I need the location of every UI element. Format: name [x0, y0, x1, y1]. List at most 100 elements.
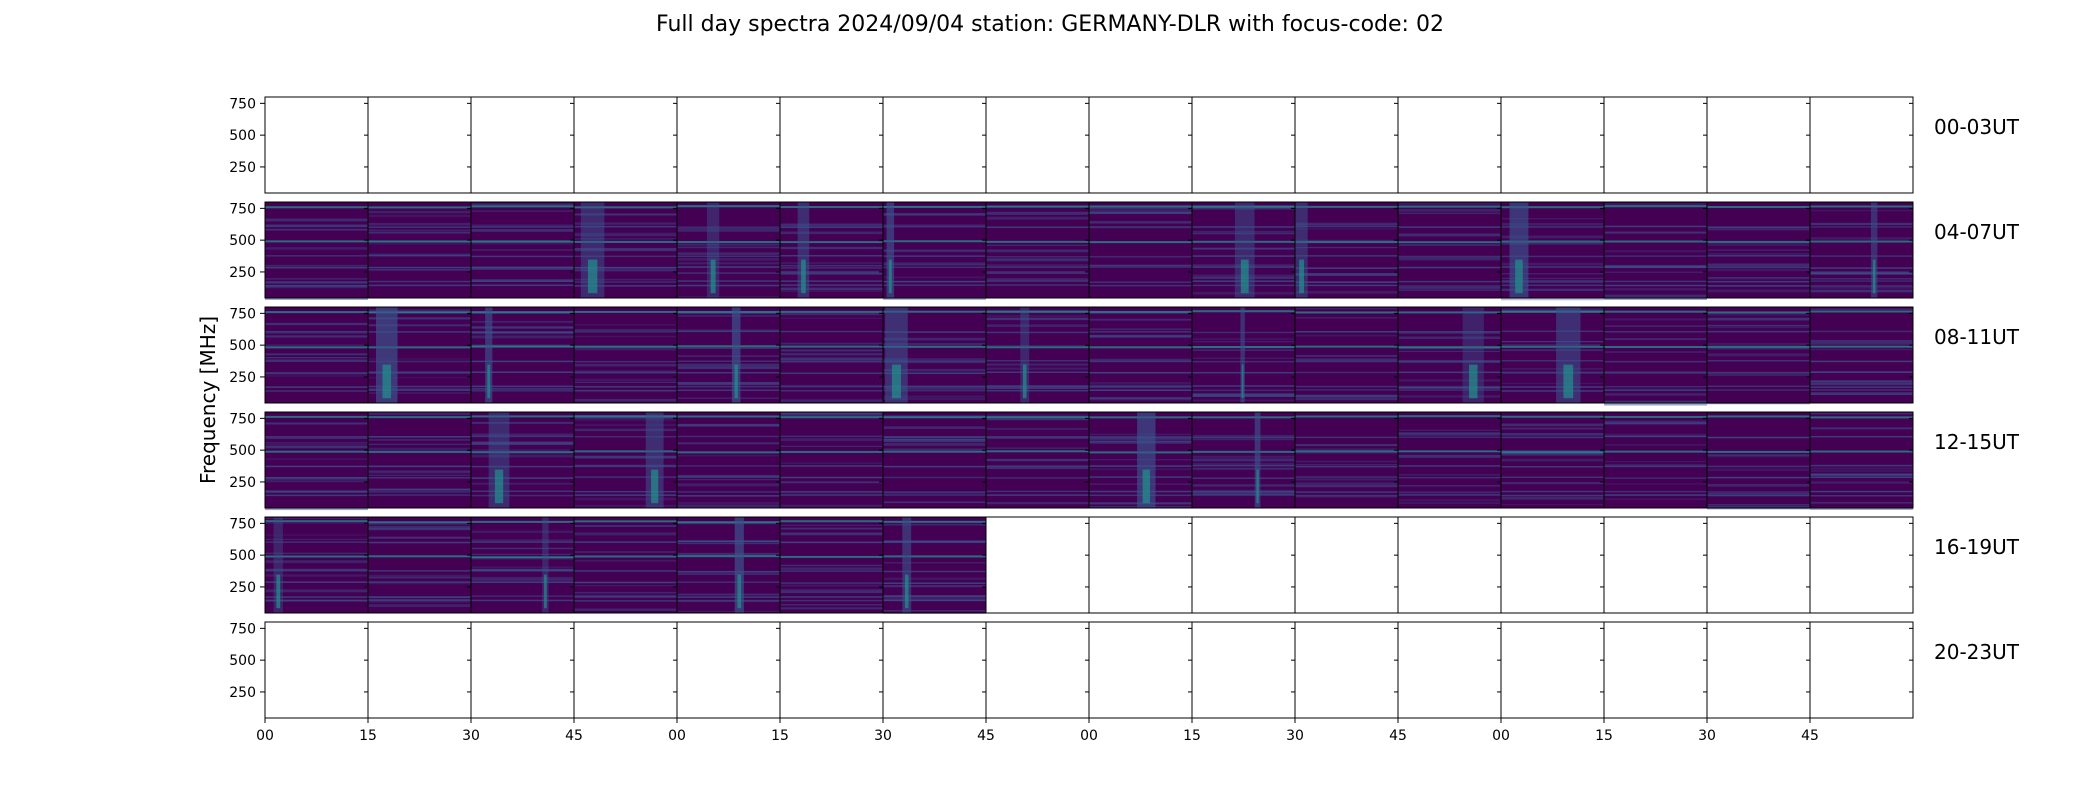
spectrum-panel [470, 411, 575, 509]
noise-stripe [265, 517, 368, 519]
spectrum-panel [1088, 516, 1193, 614]
noise-stripe [1501, 277, 1604, 280]
noise-stripe [1810, 412, 1913, 414]
y-tick-label: 500 [229, 653, 256, 669]
interference-band [1398, 241, 1501, 244]
interference-band [1398, 255, 1501, 258]
interference-band [883, 310, 986, 313]
interference-band [1707, 285, 1810, 287]
burst-core [737, 574, 742, 609]
interference-band [265, 599, 368, 602]
noise-stripe [1398, 432, 1501, 436]
noise-stripe [677, 552, 780, 556]
noise-stripe [1707, 289, 1810, 293]
noise-stripe [780, 589, 883, 591]
noise-stripe [1295, 358, 1398, 362]
noise-stripe [265, 477, 368, 480]
interference-band [1295, 385, 1398, 388]
burst [902, 517, 912, 613]
interference-band [986, 371, 1089, 373]
noise-stripe [368, 574, 471, 578]
interference-band [574, 389, 677, 392]
noise-stripe [1295, 354, 1398, 357]
noise-stripe [265, 552, 368, 554]
interference-band [677, 385, 780, 388]
noise-stripe [471, 433, 574, 437]
interference-band [986, 465, 1089, 467]
noise-stripe [1089, 382, 1192, 384]
interference-band [368, 206, 471, 209]
interference-band [883, 541, 986, 543]
interference-band [265, 450, 368, 453]
noise-stripe [368, 210, 471, 214]
noise-stripe [1192, 247, 1295, 250]
noise-stripe [1398, 502, 1501, 504]
spectrum-background [883, 517, 986, 613]
panel-frame [1294, 516, 1399, 614]
noise-stripe [1707, 493, 1810, 496]
burst-core [587, 259, 598, 294]
noise-stripe [1810, 339, 1913, 343]
interference-band [265, 311, 368, 314]
interference-band [1810, 476, 1913, 479]
spectrum-background [1501, 307, 1604, 403]
interference-band [1707, 205, 1810, 208]
noise-stripe [1295, 395, 1398, 397]
burst [580, 202, 605, 298]
noise-stripe [471, 578, 574, 582]
interference-band [883, 205, 986, 208]
interference-band [986, 266, 1089, 268]
panel-frame [1706, 96, 1811, 194]
noise-stripe [677, 229, 780, 232]
interference-band [883, 465, 986, 468]
noise-stripe [368, 522, 471, 525]
spectrum-panel [882, 411, 987, 509]
noise-stripe [1501, 427, 1604, 430]
noise-stripe [677, 504, 780, 508]
interference-band [574, 476, 677, 478]
interference-band [1810, 464, 1913, 467]
burst [797, 202, 810, 298]
y-tick-label: 750 [229, 516, 256, 532]
noise-stripe [883, 562, 986, 564]
noise-stripe [1604, 461, 1707, 463]
noise-stripe [780, 532, 883, 536]
interference-band [1604, 345, 1707, 348]
interference-band [1398, 494, 1501, 496]
noise-stripe [986, 466, 1089, 470]
panel-frame [779, 96, 884, 194]
interference-band [986, 226, 1089, 229]
burst [1295, 202, 1308, 298]
noise-stripe [1501, 235, 1604, 239]
interference-band [986, 205, 1089, 208]
noise-stripe [883, 358, 986, 361]
noise-stripe [986, 458, 1089, 461]
noise-stripe [574, 324, 677, 326]
noise-stripe [1604, 203, 1707, 207]
noise-stripe [986, 387, 1089, 389]
spectrum-panel [985, 621, 1090, 719]
noise-stripe [265, 344, 368, 346]
interference-band [780, 450, 883, 453]
spectrum-background [574, 517, 677, 613]
noise-stripe [780, 264, 883, 267]
spectrum-panel [1603, 96, 1708, 194]
panel-frame [779, 621, 884, 719]
interference-band [780, 284, 883, 286]
interference-band [1295, 281, 1398, 283]
x-tick-label: 15 [1183, 728, 1201, 744]
burst-core [891, 364, 901, 399]
spectrum-panel [264, 201, 369, 300]
interference-band [1089, 241, 1192, 244]
interference-band [1501, 206, 1604, 209]
spectrum-panel [264, 306, 369, 404]
spectra-row-16-19UT: 250 500 750 16-19UT [229, 516, 2020, 614]
noise-stripe [1295, 482, 1398, 485]
noise-stripe [471, 344, 574, 347]
interference-band [368, 254, 471, 257]
interference-band [883, 360, 986, 362]
interference-band [574, 345, 677, 348]
noise-stripe [1501, 349, 1604, 352]
noise-stripe [1192, 208, 1295, 210]
interference-band [1501, 466, 1604, 468]
